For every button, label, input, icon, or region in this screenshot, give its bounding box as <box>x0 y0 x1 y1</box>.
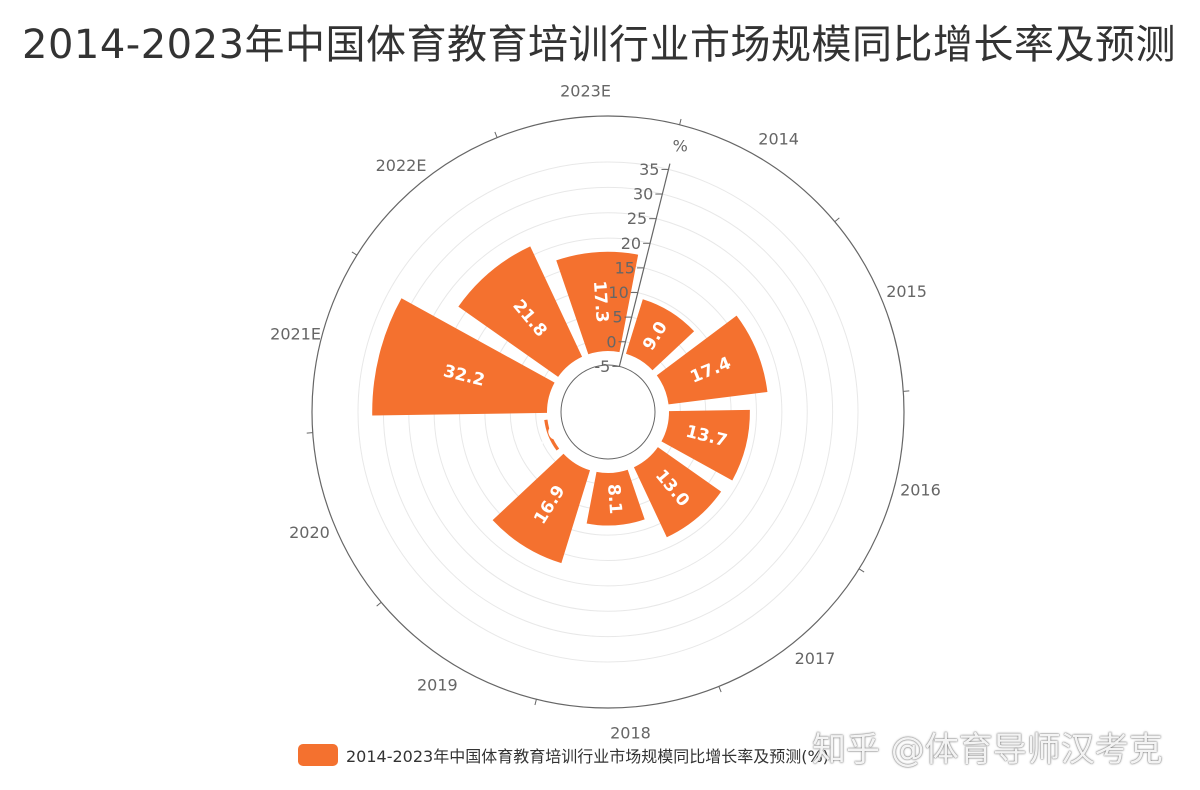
data-label: 17.3 <box>589 280 612 323</box>
angle-tick <box>679 118 682 125</box>
angle-tick <box>858 568 865 573</box>
angle-tick <box>351 251 358 256</box>
angle-tick <box>534 699 537 706</box>
angle-tick <box>718 686 722 693</box>
inner-ring <box>560 364 656 460</box>
bar-sector[interactable] <box>492 453 591 564</box>
legend-swatch <box>298 744 338 766</box>
radial-tick-label: 10 <box>608 283 628 302</box>
radial-tick-label: 25 <box>627 209 647 228</box>
legend[interactable]: 2014-2023年中国体育教育培训行业市场规模同比增长率及预测(%) <box>298 742 829 768</box>
category-label: 2014 <box>758 129 799 148</box>
bar-sector[interactable] <box>556 251 639 355</box>
angle-tick <box>376 601 382 607</box>
bar-sector[interactable] <box>661 409 750 481</box>
category-label: 2019 <box>417 676 458 695</box>
category-label: 2016 <box>900 480 941 499</box>
radial-tick-label: 35 <box>639 160 659 179</box>
angle-tick <box>834 217 840 223</box>
radial-axis-line <box>618 163 671 367</box>
outer-axis-ring <box>311 115 905 709</box>
category-label: 2017 <box>795 649 836 668</box>
category-label: 2015 <box>886 282 927 301</box>
radial-tick-label: 20 <box>621 234 641 253</box>
radial-tick-label: 15 <box>615 258 635 277</box>
bar-sector[interactable] <box>372 298 555 416</box>
category-label: 2023E <box>560 81 611 100</box>
bar-sector[interactable] <box>633 447 722 538</box>
radial-tick-label: 5 <box>612 308 622 327</box>
data-label: 8.1 <box>603 483 625 514</box>
bar-sector[interactable] <box>656 315 768 405</box>
bar-sector[interactable] <box>458 246 583 377</box>
category-label: 2021E <box>270 325 321 344</box>
bar-sector[interactable] <box>586 469 645 526</box>
angle-tick <box>494 131 498 138</box>
bar-sector[interactable] <box>625 299 695 371</box>
radial-axis-unit: % <box>673 137 688 156</box>
radial-tick-label: -5 <box>594 357 610 376</box>
bar-sector[interactable] <box>544 419 560 451</box>
watermark: 知乎 @体育导师汉考克 <box>812 730 1163 770</box>
category-label: 2020 <box>289 523 330 542</box>
chart-title: 2014-2023年中国体育教育培训行业市场规模同比增长率及预测 <box>22 22 1177 68</box>
category-label: 2018 <box>610 724 651 743</box>
grid-ring <box>357 161 859 663</box>
radial-tick-label: 30 <box>633 185 653 204</box>
category-label: 2022E <box>376 156 427 175</box>
legend-label: 2014-2023年中国体育教育培训行业市场规模同比增长率及预测(%) <box>346 747 829 766</box>
radial-tick-label: 0 <box>606 332 616 351</box>
